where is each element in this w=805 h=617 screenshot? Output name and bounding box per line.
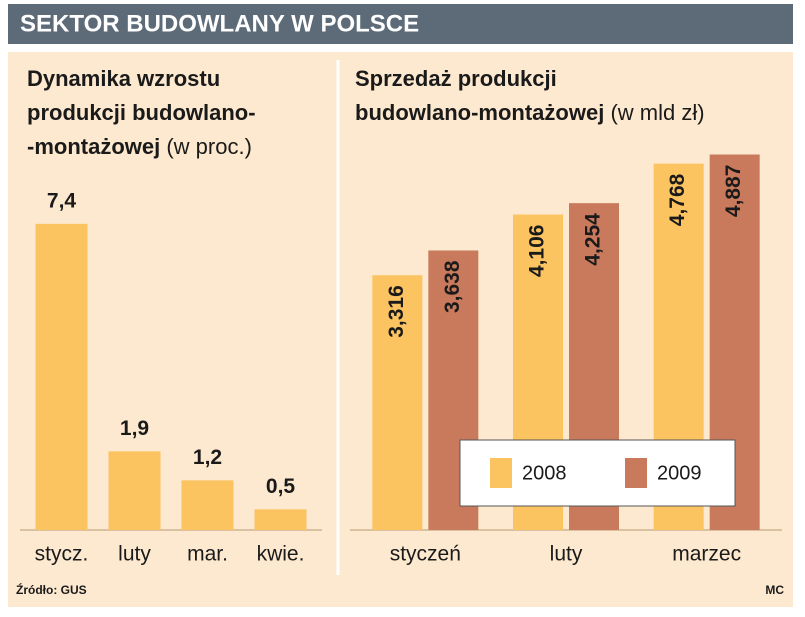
chart-title-line: Sprzedaż produkcji — [355, 66, 557, 91]
x-tick-label: marzec — [672, 543, 741, 566]
x-tick-label: luty — [118, 543, 151, 566]
chart-title: budowlano-montażowej (w mld zł) — [355, 100, 705, 125]
bar — [108, 451, 161, 530]
header-bar — [8, 4, 793, 44]
chart-title: Dynamika wzrostu — [27, 66, 220, 91]
bar — [372, 275, 423, 530]
chart-unit: (w mld zł) — [610, 100, 704, 125]
bar — [254, 509, 307, 530]
value-label: 4,887 — [722, 165, 745, 218]
value-label: 4,768 — [666, 173, 689, 226]
value-label: 0,5 — [266, 475, 296, 498]
chart-title-line: -montażowej — [27, 134, 160, 159]
chart-title: Sprzedaż produkcji — [355, 66, 557, 91]
legend-swatch — [490, 458, 512, 488]
value-label: 4,106 — [526, 225, 549, 278]
x-tick-label: mar. — [187, 543, 228, 566]
header-title: SEKTOR BUDOWLANY W POLSCE — [20, 10, 419, 37]
value-label: 3,316 — [385, 285, 408, 338]
chart-title-line: budowlano-montażowej — [355, 100, 604, 125]
x-tick-label: luty — [550, 543, 583, 566]
value-label: 3,638 — [441, 260, 464, 313]
source: Źródło: GUS — [16, 582, 87, 597]
chart-unit: (w proc.) — [166, 134, 252, 159]
value-label: 1,2 — [193, 446, 222, 469]
chart-title-line: produkcji budowlano- — [27, 100, 256, 125]
value-label: 7,4 — [47, 189, 77, 212]
x-tick-label: styczeń — [390, 543, 461, 566]
bar — [181, 480, 234, 530]
legend-label: 2009 — [657, 462, 702, 484]
credit: MC — [765, 583, 784, 597]
x-tick-label: kwie. — [257, 543, 305, 566]
legend-swatch — [625, 458, 647, 488]
bar — [35, 223, 88, 530]
x-tick-label: stycz. — [35, 543, 89, 566]
legend-label: 2008 — [522, 462, 567, 484]
chart-title-line: Dynamika wzrostu — [27, 66, 220, 91]
chart-title: -montażowej (w proc.) — [27, 134, 252, 159]
chart-title: produkcji budowlano- — [27, 100, 256, 125]
value-label: 1,9 — [120, 417, 149, 440]
value-label: 4,254 — [582, 213, 605, 266]
